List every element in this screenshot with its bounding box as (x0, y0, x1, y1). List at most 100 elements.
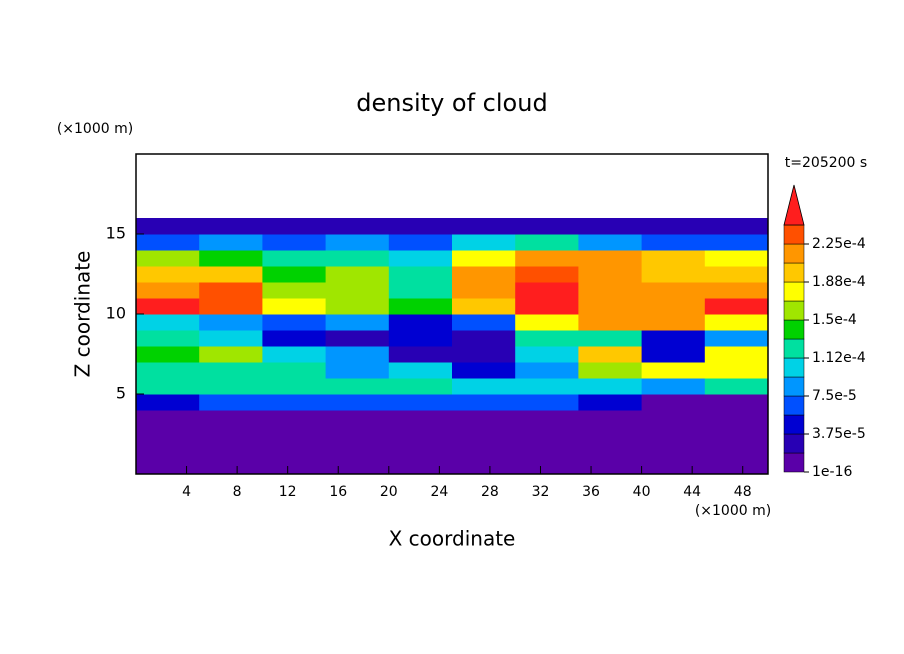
contour-cell (515, 394, 579, 411)
contour-cell (262, 394, 327, 411)
contour-cell (388, 346, 453, 363)
contour-cell (452, 330, 516, 347)
contour-cell (578, 266, 643, 283)
contour-cell (578, 218, 643, 235)
x-tick-label: 48 (734, 484, 752, 500)
contour-cell (704, 426, 769, 443)
contour-cell (641, 394, 706, 411)
contour-cell (199, 330, 263, 347)
colorbar-overflow (783, 184, 805, 226)
contour-cell (452, 282, 516, 299)
x-tick-label: 32 (532, 484, 550, 500)
contour-cell (325, 218, 390, 235)
contour-cell (641, 458, 706, 475)
contour-cell (704, 458, 769, 475)
contour-cell (388, 442, 453, 459)
contour-cell (578, 298, 643, 315)
contour-cell (262, 282, 327, 299)
colorbar-band (783, 357, 805, 378)
contour-cell (262, 426, 327, 443)
contour-cell (578, 250, 643, 267)
contour-cell (641, 442, 706, 459)
colorbar-band (783, 338, 805, 359)
contour-cell (388, 234, 453, 251)
contour-cell (641, 314, 706, 331)
x-tick-label: 4 (182, 484, 191, 500)
contour-cell (136, 330, 200, 347)
contour-cell (262, 330, 327, 347)
colorbar-band (783, 452, 805, 473)
contour-cell (704, 234, 769, 251)
colorbar-band (783, 300, 805, 321)
contour-cell (452, 378, 516, 395)
colorbar-band (783, 262, 805, 283)
contour-cell (199, 234, 263, 251)
contour-cell (262, 362, 327, 379)
contour-cell (578, 394, 643, 411)
x-tick-label: 24 (430, 484, 448, 500)
contour-cell (704, 442, 769, 459)
contour-cell (262, 266, 327, 283)
contour-cell (641, 378, 706, 395)
contour-cell (388, 378, 453, 395)
contour-cell (704, 394, 769, 411)
contour-cell (704, 266, 769, 283)
contour-cell (199, 282, 263, 299)
contour-cell (262, 218, 327, 235)
contour-cell (578, 346, 643, 363)
contour-cell (136, 282, 200, 299)
contour-cell (515, 426, 579, 443)
colorbar-label: 1.12e-4 (812, 350, 866, 366)
contour-cell (388, 362, 453, 379)
contour-cell (515, 442, 579, 459)
contour-cell (388, 282, 453, 299)
contour-cell (262, 314, 327, 331)
contour-cell (199, 218, 263, 235)
contour-cell (578, 314, 643, 331)
contour-cell (641, 282, 706, 299)
contour-cell (136, 314, 200, 331)
contour-cell (452, 410, 516, 427)
contour-cell (641, 330, 706, 347)
contour-cell (262, 442, 327, 459)
contour-cell (452, 266, 516, 283)
chart-title: density of cloud (356, 89, 547, 117)
contour-cell (388, 458, 453, 475)
contour-cell (136, 426, 200, 443)
contour-cell (704, 298, 769, 315)
contour-cell (578, 234, 643, 251)
contour-cell (136, 410, 200, 427)
contour-cell (262, 378, 327, 395)
contour-cell (262, 234, 327, 251)
contour-cell (641, 410, 706, 427)
contour-cell (452, 458, 516, 475)
contour-cell (199, 378, 263, 395)
contour-cell (262, 410, 327, 427)
contour-cell (325, 346, 390, 363)
contour-cell (388, 314, 453, 331)
contour-cell (578, 458, 643, 475)
colorbar-label: 7.5e-5 (812, 388, 857, 404)
contour-cell (452, 298, 516, 315)
contour-cell (262, 250, 327, 267)
contour-cell (388, 410, 453, 427)
colorbar-band (783, 319, 805, 340)
contour-cell (452, 394, 516, 411)
contour-cell (388, 330, 453, 347)
y-tick-label: 10 (106, 304, 126, 323)
contour-cell (704, 250, 769, 267)
contour-cell (199, 362, 263, 379)
contour-cell (452, 234, 516, 251)
contour-cell (515, 410, 579, 427)
contour-cell (452, 426, 516, 443)
contour-cell (515, 458, 579, 475)
contour-cell (388, 298, 453, 315)
x-tick-label: 28 (481, 484, 499, 500)
contour-cell (452, 314, 516, 331)
contour-cell (515, 234, 579, 251)
contour-cell (704, 378, 769, 395)
contour-cell (704, 218, 769, 235)
contour-cell (136, 266, 200, 283)
colorbar-band (783, 395, 805, 416)
